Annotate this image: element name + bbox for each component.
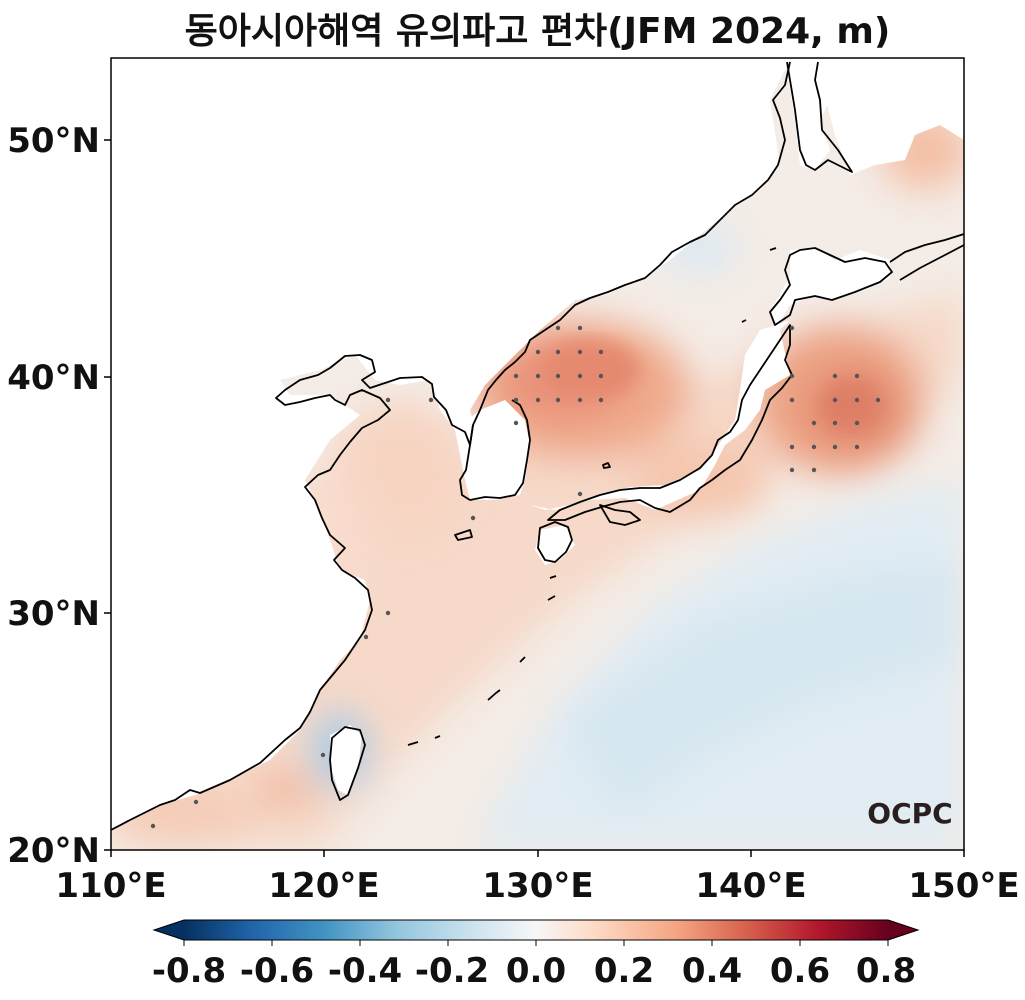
y-tick-label: 40°N [7, 358, 100, 398]
colorbar-tick-label: 0.8 [856, 951, 916, 991]
y-tick-label: 30°N [7, 594, 100, 634]
colorbar-tick-label: 0.2 [594, 951, 654, 991]
coastlines [111, 61, 964, 831]
colorbar-tick-label: 0.0 [506, 951, 566, 991]
x-tick-label: 140°E [695, 866, 806, 906]
map-title: 동아시아해역 유의파고 편차(JFM 2024, m) [184, 11, 891, 52]
wave-anomaly-field [111, 58, 964, 850]
colorbar-tick-label: 0.6 [770, 951, 830, 991]
ocpc-logo: OCPC [867, 797, 952, 830]
y-tick-label: 50°N [7, 121, 100, 161]
colorbar-tick-label: -0.6 [240, 951, 314, 991]
x-tick-label: 150°E [908, 866, 1019, 906]
y-tick-label: 20°N [7, 831, 100, 871]
colorbar-tick-label: 0.4 [682, 951, 742, 991]
colorbar-tick-label: -0.4 [328, 951, 402, 991]
significance-stipple [150, 325, 881, 829]
x-tick-label: 130°E [482, 866, 593, 906]
svg-text:OCPC: OCPC [867, 797, 952, 830]
colorbar-tick-label: -0.8 [152, 951, 226, 991]
colorbar-tick-label: -0.2 [415, 951, 489, 991]
colorbar: -0.8 -0.6 -0.4 -0.2 0.0 0.2 0.4 0.6 0.8 [152, 919, 920, 991]
axis-ticks [104, 139, 965, 857]
x-tick-label: 120°E [268, 866, 379, 906]
x-tick-label: 110°E [55, 866, 166, 906]
